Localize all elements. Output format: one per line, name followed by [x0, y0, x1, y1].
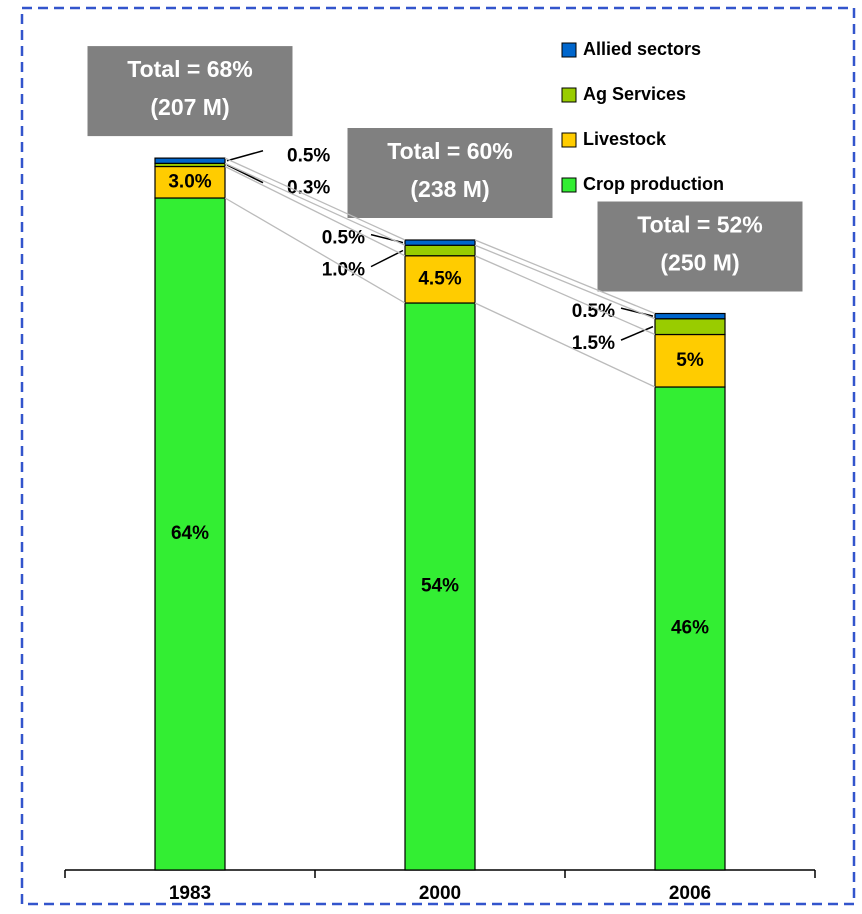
legend-swatch	[561, 177, 577, 193]
legend-label: Livestock	[583, 129, 667, 149]
legend-swatch	[561, 87, 577, 103]
value-label: 5%	[676, 350, 704, 371]
legend-label: Crop production	[583, 174, 724, 194]
legend-label: Allied sectors	[583, 39, 701, 59]
value-label: 0.5%	[322, 228, 365, 249]
bar-segment	[654, 318, 726, 336]
total-box	[597, 201, 803, 292]
connector	[224, 197, 406, 304]
leader-line	[620, 325, 654, 341]
value-label: 0.5%	[572, 301, 615, 322]
bar-segment	[154, 157, 226, 164]
total-label: (250 M)	[660, 250, 739, 276]
total-label: Total = 68%	[127, 56, 252, 82]
value-label: 64%	[171, 523, 209, 544]
value-label: 1.0%	[322, 260, 365, 281]
bar-segment	[654, 312, 726, 320]
value-label: 46%	[671, 618, 709, 639]
x-tick-label: 2000	[419, 883, 461, 904]
legend-label: Ag Services	[583, 84, 686, 104]
bar-segment	[154, 165, 226, 199]
total-box	[347, 128, 553, 218]
connector	[474, 244, 656, 320]
leader-line	[620, 307, 654, 317]
x-tick-label: 1983	[169, 883, 211, 904]
connector	[474, 302, 656, 388]
connector	[224, 165, 406, 257]
connector	[224, 162, 406, 246]
leader-line	[226, 164, 264, 184]
bar-segment	[654, 333, 726, 388]
total-label: (238 M)	[410, 176, 489, 202]
value-label: 1.5%	[572, 333, 615, 354]
total-box	[87, 46, 293, 137]
value-label: 0.3%	[287, 178, 330, 199]
x-tick-label: 2006	[669, 883, 711, 904]
value-label: 0.5%	[287, 146, 330, 167]
value-label: 4.5%	[418, 268, 461, 289]
leader-line	[226, 150, 264, 162]
bar-segment	[404, 239, 476, 246]
total-label: Total = 52%	[637, 212, 762, 238]
connector	[474, 239, 656, 315]
legend-swatch	[561, 132, 577, 148]
legend-swatch	[561, 42, 577, 58]
total-label: (207 M)	[150, 94, 229, 120]
value-label: 3.0%	[168, 171, 211, 192]
total-label: Total = 60%	[387, 138, 512, 164]
leader-line	[370, 249, 404, 268]
bar-segment	[404, 244, 476, 257]
connector	[474, 255, 656, 336]
bar-segment	[654, 386, 726, 871]
connector	[224, 157, 406, 241]
frame	[20, 6, 856, 906]
value-label: 54%	[421, 576, 459, 597]
